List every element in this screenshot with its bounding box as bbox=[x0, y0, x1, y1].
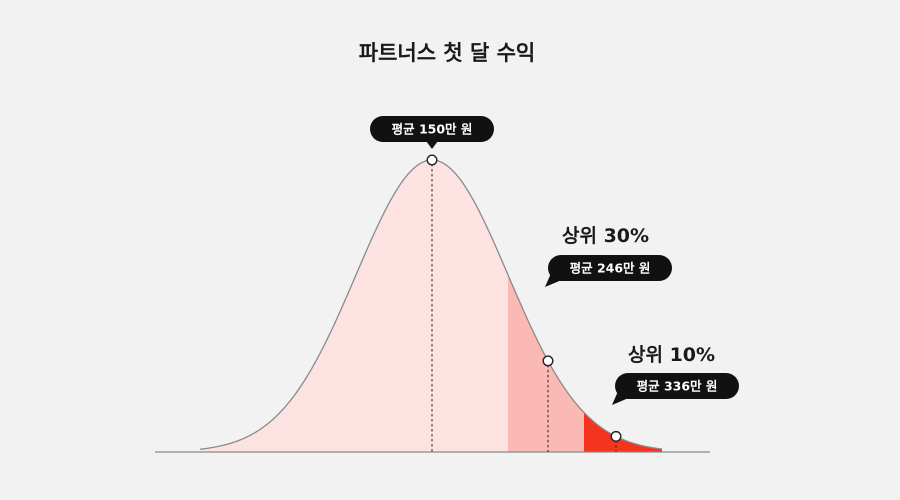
marker-heading-2: 상위 10% bbox=[628, 344, 715, 366]
marker-point-2 bbox=[610, 430, 622, 442]
chart-title: 파트너스 첫 달 수익 bbox=[359, 41, 536, 65]
plot-area: 평균 150만 원평균 246만 원 상위 30% 평균 336만 원 상위 10% bbox=[155, 116, 739, 453]
marker-pill-pointer-2 bbox=[612, 389, 631, 405]
band-2 bbox=[584, 412, 662, 452]
marker-label-0: 평균 150만 원 bbox=[392, 122, 473, 137]
marker-pill-2 bbox=[615, 373, 739, 399]
marker-heading-1: 상위 30% bbox=[562, 225, 649, 247]
marker-point-1 bbox=[542, 355, 554, 367]
marker-point-0 bbox=[426, 154, 438, 166]
marker-label-2: 평균 336만 원 bbox=[637, 379, 718, 394]
marker-pill-pointer-1 bbox=[545, 271, 564, 287]
band-0 bbox=[200, 160, 508, 452]
marker-pill-pointer-0 bbox=[426, 141, 438, 149]
marker-pill-1 bbox=[548, 255, 672, 281]
marker-label-1: 평균 246만 원 bbox=[570, 261, 651, 276]
marker-pill-0 bbox=[370, 116, 494, 142]
